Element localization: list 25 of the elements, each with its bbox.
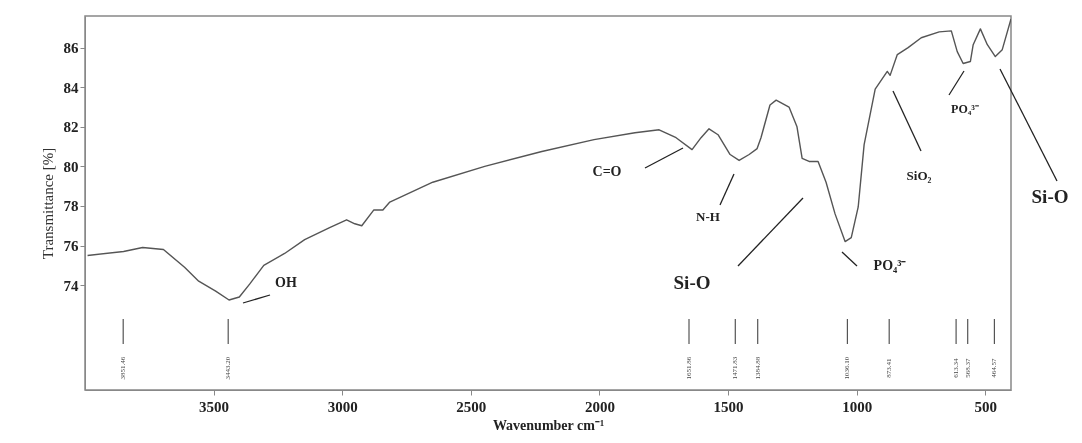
x-axis-title: Wavenumber cm⁻¹ — [492, 417, 605, 433]
line-series — [86, 18, 1011, 301]
y-tick-label: 76 — [63, 238, 79, 255]
y-tick-label: 78 — [63, 198, 79, 215]
annotation: C=O — [592, 164, 622, 179]
annotation: SiO₂ — [906, 168, 932, 183]
text: Si-O — [1031, 186, 1069, 207]
y-tick-label: 82 — [63, 119, 79, 136]
annotation: N-H — [696, 209, 720, 224]
x-tick-label: 500 — [974, 398, 998, 415]
x-tick-label: 3000 — [327, 398, 358, 415]
x-tick-label: 1000 — [842, 398, 873, 415]
y-axis-title: Transmittance [%] — [39, 147, 56, 260]
x-tick-label: 1500 — [713, 398, 744, 415]
y-tick-label: 86 — [63, 40, 79, 57]
x-tick-label: 2500 — [456, 398, 487, 415]
y-tick-label: 84 — [63, 79, 79, 96]
annotation: Si-O — [673, 272, 711, 293]
y-tick-label: 80 — [63, 158, 79, 175]
x-tick-label: 3500 — [199, 398, 230, 415]
annotation: PO₄³⁻ — [873, 258, 907, 273]
annotation: OH — [275, 275, 297, 290]
annotation: PO₄³⁻ — [951, 102, 979, 116]
y-tick-label: 74 — [63, 277, 79, 294]
x-tick-label: 2000 — [584, 398, 615, 415]
